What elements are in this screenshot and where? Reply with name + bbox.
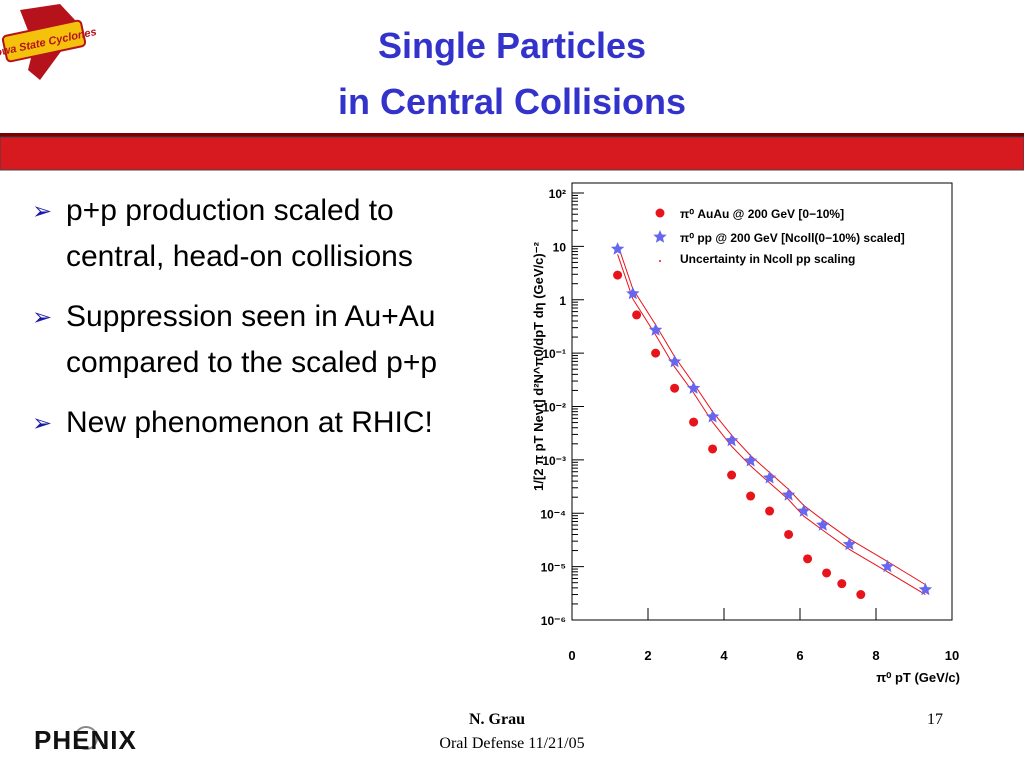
logo-mark — [74, 726, 98, 750]
y-tick-label: 10⁻³ — [542, 454, 566, 468]
y-tick-label: 10 — [553, 240, 567, 254]
y-axis-label: 1/[2 π pT Nevt] d²N^π0/dpT dη (GeV/c)⁻² — [531, 241, 546, 491]
star-marker — [918, 582, 933, 596]
slide-title: in Central Collisions — [338, 81, 686, 122]
star-marker — [626, 286, 640, 300]
footer-author: N. Grau — [469, 711, 525, 728]
circle-marker — [803, 554, 813, 564]
phenix-logo: PHENIX — [34, 725, 137, 755]
x-tick-label: 4 — [720, 648, 728, 663]
star-marker — [705, 409, 720, 423]
star-marker — [880, 559, 895, 573]
star-marker — [797, 504, 811, 517]
page-number: 17 — [927, 711, 943, 728]
legend-band-marker — [659, 260, 661, 262]
logo-banner — [1, 19, 87, 63]
isu-logo: Iowa State Cyclones — [0, 4, 98, 80]
y-tick-label: 10⁻⁶ — [541, 614, 566, 628]
legend-label: π⁰ pp @ 200 GeV [Ncoll(0−10%) scaled] — [680, 231, 905, 245]
circle-marker — [651, 348, 661, 358]
x-tick-label: 8 — [872, 648, 879, 663]
bullet: p+p production scaled to central, head-o… — [32, 188, 492, 280]
bullet-list: p+p production scaled to central, head-o… — [32, 188, 492, 460]
star-marker — [842, 537, 857, 551]
band-edge — [617, 254, 926, 595]
circle-marker — [822, 568, 832, 578]
y-tick-label: 10² — [549, 187, 566, 201]
y-tick-label: 10⁻² — [542, 401, 566, 415]
star-marker — [648, 323, 663, 336]
star-marker — [686, 381, 701, 394]
legend-label: π⁰ AuAu @ 200 GeV [0−10%] — [680, 207, 844, 221]
chart: 10² 10 1 10⁻¹ 10⁻² 10⁻³ 10⁻⁴ 10⁻⁵ 10⁻⁶ 0 2 4 6 8 10 π⁰ … — [531, 182, 960, 685]
bullet: Suppression seen in Au+Au compared to th… — [32, 294, 492, 386]
circle-marker — [655, 208, 665, 218]
plot-frame — [571, 182, 953, 621]
x-tick-label: 2 — [644, 648, 651, 663]
circle-marker — [727, 470, 737, 480]
x-axis-label: π⁰ pT (GeV/c) — [876, 670, 960, 685]
x-tick-label: 6 — [796, 648, 803, 663]
circle-marker — [689, 417, 699, 427]
star-marker — [743, 453, 758, 467]
slide-title: Single Particles — [378, 25, 646, 66]
circle-marker — [670, 383, 680, 393]
x-tick-label: 0 — [568, 648, 575, 663]
circle-marker — [746, 491, 756, 501]
y-tick-label: 10⁻⁴ — [540, 507, 566, 521]
circle-marker — [632, 310, 642, 320]
star-marker — [653, 230, 667, 243]
circle-marker — [613, 270, 623, 280]
star-marker — [762, 470, 777, 484]
bullet: New phenomenon at RHIC! — [32, 400, 492, 446]
circle-marker — [784, 529, 794, 539]
star-marker — [816, 518, 830, 531]
circle-marker — [856, 590, 866, 600]
y-tick-label: 1 — [559, 294, 566, 308]
band-edge — [617, 244, 926, 586]
circle-marker — [708, 444, 718, 454]
circle-marker — [765, 506, 775, 516]
footer-event: Oral Defense 11/21/05 — [439, 735, 584, 752]
x-tick-label: 10 — [945, 648, 959, 663]
star-marker — [610, 242, 625, 255]
star-marker — [724, 433, 739, 447]
star-marker — [667, 354, 682, 368]
y-tick-label: 10⁻¹ — [542, 347, 566, 361]
y-tick-label: 10⁻⁵ — [541, 561, 566, 575]
star-marker — [781, 488, 796, 501]
circle-marker — [837, 579, 847, 589]
divider-top — [0, 133, 1024, 137]
divider-bar — [0, 136, 1024, 171]
legend-label: Uncertainty in Ncoll pp scaling — [680, 252, 855, 266]
logo-text: PHENIX — [34, 725, 137, 755]
